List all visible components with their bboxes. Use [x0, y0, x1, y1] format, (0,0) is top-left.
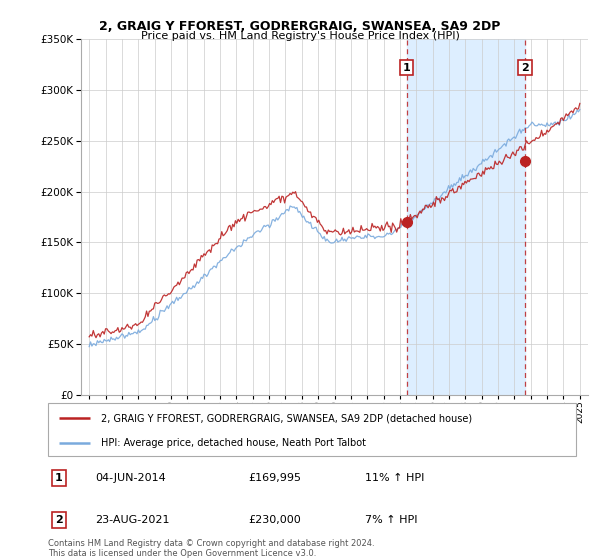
Text: 2: 2 [55, 515, 62, 525]
Text: Price paid vs. HM Land Registry's House Price Index (HPI): Price paid vs. HM Land Registry's House … [140, 31, 460, 41]
Text: 2, GRAIG Y FFOREST, GODRERGRAIG, SWANSEA, SA9 2DP (detached house): 2, GRAIG Y FFOREST, GODRERGRAIG, SWANSEA… [101, 413, 472, 423]
Text: £169,995: £169,995 [248, 473, 302, 483]
Text: £230,000: £230,000 [248, 515, 301, 525]
Bar [407, 39, 525, 395]
Text: Contains HM Land Registry data © Crown copyright and database right 2024.
This d: Contains HM Land Registry data © Crown c… [48, 539, 374, 558]
Text: 23-AUG-2021: 23-AUG-2021 [95, 515, 170, 525]
Text: HPI: Average price, detached house, Neath Port Talbot: HPI: Average price, detached house, Neat… [101, 438, 366, 448]
Text: 2, GRAIG Y FFOREST, GODRERGRAIG, SWANSEA, SA9 2DP: 2, GRAIG Y FFOREST, GODRERGRAIG, SWANSEA… [100, 20, 500, 32]
Text: 2: 2 [521, 63, 529, 73]
Text: 1: 1 [403, 63, 410, 73]
Text: 1: 1 [55, 473, 62, 483]
Text: 11% ↑ HPI: 11% ↑ HPI [365, 473, 424, 483]
Text: 04-JUN-2014: 04-JUN-2014 [95, 473, 166, 483]
Text: 7% ↑ HPI: 7% ↑ HPI [365, 515, 418, 525]
